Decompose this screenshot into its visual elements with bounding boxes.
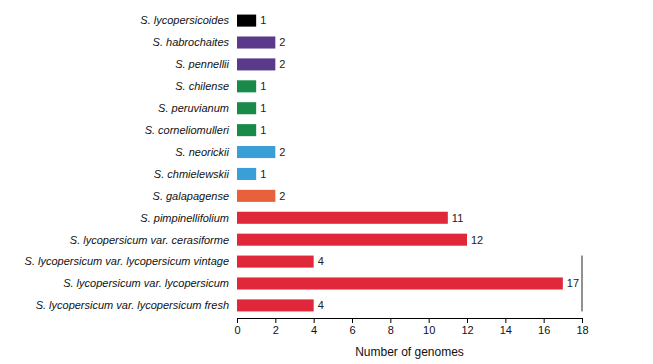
- tick-label: 8: [388, 324, 394, 336]
- tick-label: 2: [273, 324, 279, 336]
- tick-label: 12: [461, 324, 473, 336]
- data-label: 2: [279, 36, 285, 48]
- tick: 2: [273, 318, 279, 336]
- category-labels: S. lycopersicoides S. habrochaites S. penn…: [25, 14, 230, 311]
- tick-label: 18: [576, 324, 588, 336]
- tick-mark: [390, 318, 391, 323]
- tick: 18: [576, 318, 588, 336]
- data-label: 1: [260, 124, 266, 136]
- tick-mark: [314, 318, 315, 323]
- tick-mark: [352, 318, 353, 323]
- tick: 8: [388, 318, 394, 336]
- category-label: S. neorickii: [175, 146, 229, 158]
- bars: [237, 15, 563, 312]
- bar: [237, 15, 256, 27]
- bar: [237, 80, 256, 92]
- data-label: 2: [279, 190, 285, 202]
- bracket: [582, 256, 583, 312]
- data-label: 11: [452, 212, 463, 224]
- bar: [237, 124, 256, 136]
- data-label: 1: [260, 80, 266, 92]
- category-label: S. pennellii: [175, 58, 229, 70]
- tick-mark: [237, 318, 238, 323]
- category-label: S. chilense: [175, 80, 229, 92]
- data-label: 1: [260, 102, 266, 114]
- bar: [237, 234, 467, 246]
- bar: [237, 168, 256, 180]
- category-label: S. lycopersicum var. lycopersicum: [63, 277, 229, 289]
- tick: 16: [538, 318, 550, 336]
- data-label: 12: [471, 234, 483, 246]
- category-label: S. galapagense: [153, 190, 229, 202]
- category-label: S. lycopersicum var. lycopersicum fresh: [36, 299, 229, 311]
- plot: 12211121211124174S. lycopersicoidesS. ha…: [25, 14, 589, 335]
- data-label: 1: [260, 168, 266, 180]
- tick: 0: [234, 318, 240, 336]
- tick: 4: [311, 318, 317, 336]
- category-label: S. lycopersicoides: [140, 14, 229, 26]
- tick-mark: [544, 318, 545, 323]
- category-label: S. habrochaites: [153, 36, 230, 48]
- bar: [237, 299, 314, 311]
- data-labels: 12211121211124174: [260, 14, 579, 311]
- tick: 14: [500, 318, 512, 336]
- data-label: 2: [279, 58, 285, 70]
- data-label: 2: [279, 146, 285, 158]
- bar: [237, 212, 448, 224]
- x-axis-title: Number of genomes: [355, 345, 464, 359]
- bar: [237, 58, 275, 70]
- category-label: S. chmielewskii: [154, 168, 230, 180]
- tick-mark: [505, 318, 506, 323]
- data-label: 4: [318, 299, 324, 311]
- chart: 12211121211124174S. lycopersicoidesS. ha…: [0, 0, 653, 364]
- data-label: 1: [260, 14, 266, 26]
- bar: [237, 190, 275, 202]
- category-label: S. pimpinellifolium: [140, 212, 229, 224]
- bar: [237, 256, 314, 268]
- bar: [237, 146, 275, 158]
- tick-mark: [467, 318, 468, 323]
- data-label: 17: [567, 277, 579, 289]
- tick-mark: [582, 318, 583, 323]
- category-label: S. corneliomulleri: [145, 124, 230, 136]
- category-label: S. peruvianum: [158, 102, 229, 114]
- tick-label: 0: [234, 324, 240, 336]
- tick-label: 6: [349, 324, 355, 336]
- tick-mark: [429, 318, 430, 323]
- tick-mark: [275, 318, 276, 323]
- tick-label: 14: [500, 324, 512, 336]
- category-label: S. lycopersicum var. lycopersicum vintag…: [25, 255, 229, 267]
- tick: 6: [349, 318, 355, 336]
- tick: 10: [423, 318, 435, 336]
- tick-label: 16: [538, 324, 550, 336]
- category-label: S. lycopersicum var. cerasiforme: [70, 234, 229, 246]
- x-axis: 0 2 4 6 8 10 12 14 16 18: [234, 318, 588, 336]
- bar: [237, 277, 563, 289]
- tick-label: 4: [311, 324, 317, 336]
- tick: 12: [461, 318, 473, 336]
- bar: [237, 102, 256, 114]
- axis-line: [238, 319, 583, 324]
- tick-label: 10: [423, 324, 435, 336]
- bar: [237, 36, 275, 48]
- data-label: 4: [318, 255, 324, 267]
